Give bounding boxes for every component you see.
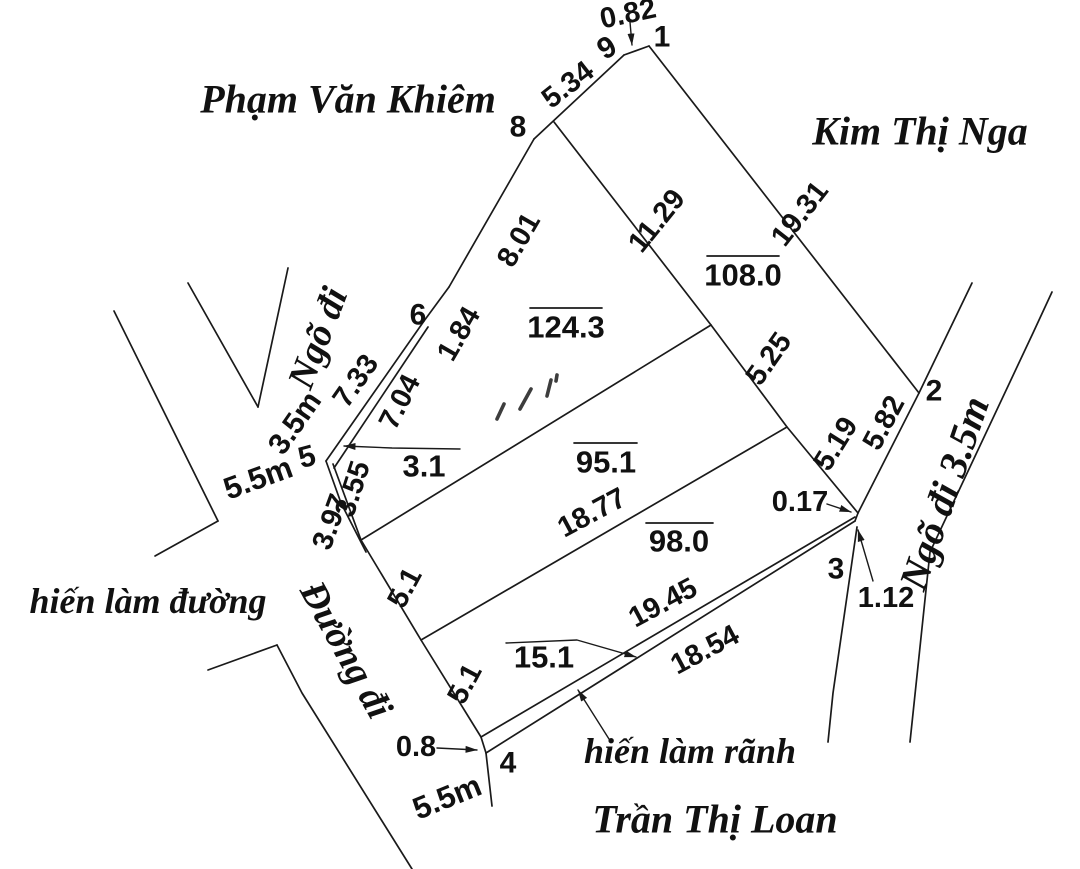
- edge-3-97: 3.97: [306, 490, 355, 554]
- road-west-edge-lower: [276, 644, 413, 869]
- measurement-and-name-labels: Phạm Văn Khiêm Kim Thị Nga Trần Thị Loan hi…: [30, 0, 1028, 842]
- owner-kim-thi-nga: Kim Thị Nga: [811, 109, 1028, 154]
- arrow-0-82-to-vertex: [627, 21, 635, 46]
- vertex-2: 2: [926, 375, 943, 408]
- left-alley-west-line: [187, 282, 259, 408]
- leader-hien-lam-ranh: [577, 689, 610, 740]
- boundary-edge-0-17: [854, 512, 859, 522]
- smudge-mark: [554, 373, 559, 383]
- note-hien-lam-ranh: hiến làm rãnh: [584, 731, 796, 771]
- edge-8-01: 8.01: [491, 208, 547, 273]
- edge-1-12: 1.12: [858, 582, 914, 614]
- sliver-edge-3-97: [325, 460, 367, 553]
- smudge-mark: [495, 402, 506, 421]
- edge-5-1-b: 5.1: [441, 659, 488, 710]
- boundary-edge-19-31: [648, 45, 920, 394]
- area-95-1: 95.1: [576, 445, 636, 480]
- sideroad-south-edge: [154, 520, 219, 557]
- left-alley-east-line: [257, 267, 289, 408]
- area-124-3: 124.3: [527, 310, 605, 345]
- edge-0-8: 0.8: [396, 731, 436, 763]
- edge-18-54: 18.54: [665, 619, 744, 681]
- leader-0-17: [826, 503, 852, 513]
- edge-0-82: 0.82: [597, 0, 659, 36]
- boundary-edge-18-54: [485, 520, 856, 754]
- area-108-0: 108.0: [704, 258, 782, 293]
- division-124-3-south: [360, 324, 712, 541]
- edge-5-25: 5.25: [740, 327, 799, 392]
- boundary-edge-7-33: [325, 320, 425, 462]
- note-hien-lam-duong: hiến làm đường: [30, 581, 267, 621]
- boundary-edge-8-01: [448, 138, 535, 288]
- edge-18-77: 18.77: [552, 482, 631, 544]
- vertex-8: 8: [510, 111, 527, 144]
- leader-1-12: [857, 529, 874, 582]
- sideroad-north-edge: [207, 644, 278, 671]
- boundary-edge-5-34: [533, 54, 625, 140]
- edge-7-04: 7.04: [373, 370, 427, 435]
- right-alley-west-lower: [827, 526, 858, 743]
- edge-5-19: 5.19: [807, 412, 864, 477]
- leader-arrows: [343, 21, 874, 753]
- vertex-1: 1: [654, 21, 671, 54]
- arrow-0-8-to-boundary: [436, 745, 478, 753]
- edge-5-1-a: 5.1: [381, 563, 428, 614]
- width-5-5m-left: 5.5m: [219, 449, 297, 506]
- ditch-strip-19-45: [480, 516, 856, 738]
- division-18-77: [420, 426, 788, 641]
- area-15-1: 15.1: [514, 640, 574, 675]
- width-3-5m: 3.5m: [262, 386, 328, 461]
- edge-1-84: 1.84: [431, 302, 487, 367]
- edge-11-29: 11.29: [622, 183, 692, 258]
- vertex-3: 3: [828, 553, 845, 586]
- road-east-edge-below-4: [485, 752, 493, 807]
- division-11-29: [553, 121, 712, 326]
- boundary-edge-1-84: [423, 286, 450, 322]
- right-alley-west-upper: [918, 282, 973, 394]
- smudge-mark: [518, 387, 533, 411]
- road-west-edge-upper: [113, 310, 219, 522]
- width-5-5m-bottom: 5.5m: [408, 768, 487, 827]
- vertex-4: 4: [500, 747, 517, 780]
- road-ngo-di-3-5m: Ngõ đi 3.5m: [890, 391, 998, 597]
- owner-pham-van-khiem: Phạm Văn Khiêm: [199, 77, 496, 122]
- boundary-edge-5-82: [857, 392, 920, 514]
- faint-pencil-marks: [495, 373, 559, 421]
- boundary-edge-0-82: [623, 45, 650, 56]
- leader-area-3-1: [343, 442, 461, 450]
- edge-0-17: 0.17: [772, 486, 828, 518]
- leader-area-15-1: [505, 639, 637, 658]
- right-alley-east-edge: [909, 291, 1053, 743]
- smudge-mark: [545, 378, 553, 398]
- area-3-1: 3.1: [402, 449, 445, 484]
- edge-5-34: 5.34: [536, 55, 600, 115]
- area-98-0: 98.0: [649, 524, 709, 559]
- vertex-6: 6: [410, 299, 427, 332]
- owner-tran-thi-loan: Trần Thị Loan: [592, 797, 837, 842]
